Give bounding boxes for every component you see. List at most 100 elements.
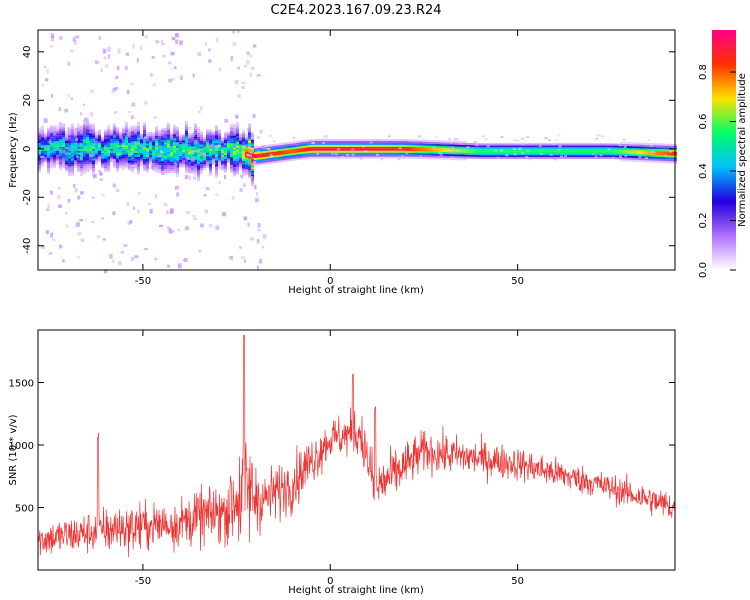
heatmap-cell <box>107 125 110 128</box>
heatmap-cell <box>237 94 241 98</box>
heatmap-cell <box>268 134 272 137</box>
heatmap-cell <box>38 158 41 161</box>
heatmap-cell <box>140 147 143 150</box>
heatmap-cell <box>311 146 314 149</box>
heatmap-cell <box>104 170 107 173</box>
heatmap-cell <box>161 167 164 170</box>
heatmap-cell <box>302 155 305 158</box>
heatmap-cell <box>362 139 365 142</box>
heatmap-cell <box>80 141 83 143</box>
heatmap-cell <box>509 153 512 156</box>
heatmap-cell <box>527 151 530 154</box>
heatmap-cell <box>536 145 539 148</box>
heatmap-cell <box>329 148 332 151</box>
heatmap-cell <box>350 142 353 145</box>
heatmap-cell <box>387 135 391 138</box>
heatmap-cell <box>359 146 362 149</box>
heatmap-cell <box>137 162 140 165</box>
heatmap-cell <box>401 144 404 147</box>
heatmap-cell <box>131 135 134 138</box>
heatmap-cell <box>236 153 239 156</box>
heatmap-cell <box>200 132 203 135</box>
heatmap-cell <box>182 151 185 154</box>
heatmap-cell <box>41 164 44 167</box>
heatmap-cell <box>623 143 626 146</box>
heatmap-cell <box>224 158 227 161</box>
heatmap-cell <box>653 158 656 161</box>
heatmap-cell <box>83 125 86 128</box>
heatmap-cell <box>71 166 74 169</box>
heatmap-cell <box>239 165 242 168</box>
heatmap-cell <box>209 166 212 169</box>
heatmap-cell <box>464 158 467 161</box>
heatmap-cell <box>461 156 464 159</box>
heatmap-cell <box>386 154 389 157</box>
heatmap-cell <box>236 124 239 127</box>
heatmap-cell <box>650 146 653 149</box>
heatmap-cell <box>494 151 497 154</box>
heatmap-cell <box>143 162 146 165</box>
heatmap-cell <box>188 136 191 139</box>
heatmap-cell <box>237 66 240 70</box>
heatmap-cell <box>149 157 152 160</box>
heatmap-cell <box>311 156 314 159</box>
heatmap-cell <box>162 54 166 58</box>
heatmap-cell <box>101 156 104 159</box>
heatmap-cell <box>77 148 80 151</box>
heatmap-cell <box>218 150 221 153</box>
heatmap-cell <box>65 144 68 147</box>
heatmap-cell <box>470 156 473 159</box>
heatmap-cell <box>647 154 650 157</box>
heatmap-cell <box>331 152 335 155</box>
heatmap-cell <box>128 143 131 146</box>
heatmap-cell <box>164 145 167 148</box>
heatmap-cell <box>617 143 620 146</box>
heatmap-cell <box>407 146 410 149</box>
heatmap-cell <box>530 149 533 152</box>
heatmap-cell <box>144 247 148 251</box>
heatmap-cell <box>635 157 638 160</box>
heatmap-cell <box>344 146 347 149</box>
heatmap-cell <box>170 155 173 158</box>
heatmap-cell <box>506 153 509 156</box>
heatmap-cell <box>230 143 233 146</box>
heatmap-cell <box>656 154 659 157</box>
heatmap-cell <box>95 148 98 151</box>
heatmap-cell <box>569 147 572 150</box>
heatmap-cell <box>500 151 503 154</box>
heatmap-cell <box>93 140 98 143</box>
heatmap-cell <box>65 224 69 228</box>
heatmap-cell <box>539 155 542 158</box>
heatmap-cell <box>374 148 377 151</box>
heatmap-cell <box>161 168 164 171</box>
heatmap-cell <box>227 145 230 148</box>
heatmap-cell <box>218 181 221 184</box>
heatmap-cell <box>59 137 62 140</box>
heatmap-cell <box>120 251 124 254</box>
heatmap-cell <box>98 139 101 142</box>
heatmap-cell <box>184 175 189 180</box>
heatmap-cell <box>257 159 260 162</box>
heatmap-cell <box>98 135 101 138</box>
heatmap-cell <box>278 152 281 155</box>
heatmap-cell <box>431 145 434 148</box>
heatmap-cell <box>506 157 509 159</box>
heatmap-cell <box>116 139 119 142</box>
heatmap-cell <box>230 123 233 126</box>
heatmap-cell <box>641 154 644 157</box>
heatmap-cell <box>335 154 338 157</box>
heatmap-cell <box>125 166 128 169</box>
heatmap-cell <box>254 150 257 153</box>
heatmap-cell <box>71 146 74 149</box>
heatmap-cell <box>113 141 116 143</box>
heatmap-cell <box>389 139 392 142</box>
heatmap-cell <box>284 154 287 157</box>
heatmap-cell <box>215 125 218 128</box>
heatmap-cell <box>401 146 404 149</box>
heatmap-cell <box>245 167 248 170</box>
heatmap-cell <box>224 152 227 155</box>
heatmap-cell <box>497 149 500 152</box>
heatmap-cell <box>494 153 497 156</box>
heatmap-cell <box>212 137 215 140</box>
heatmap-cell <box>83 139 86 142</box>
